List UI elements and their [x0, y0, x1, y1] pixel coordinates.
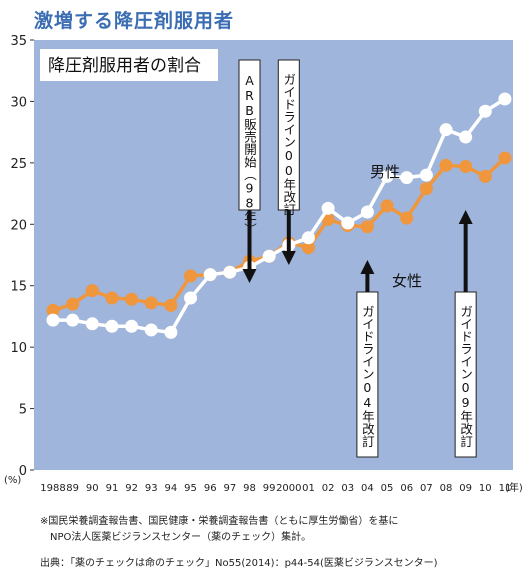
data-point: [85, 284, 99, 298]
data-point: [144, 323, 158, 337]
data-point: [380, 199, 394, 213]
data-point: [203, 268, 217, 282]
x-tick-label: 97: [223, 483, 236, 494]
y-tick-label: 15: [10, 280, 27, 295]
x-tick-label: 98: [243, 483, 256, 494]
x-tick-label: 07: [420, 483, 433, 494]
data-point: [498, 151, 512, 165]
data-point: [66, 297, 80, 311]
x-tick-label: 89: [66, 483, 79, 494]
x-tick-label: 02: [322, 483, 335, 494]
data-point: [301, 241, 315, 255]
data-point: [360, 220, 374, 234]
data-point: [184, 291, 198, 305]
x-tick-label: 06: [400, 483, 413, 494]
x-tick-label: 09: [459, 483, 472, 494]
data-point: [380, 169, 394, 183]
note-line-2: NPO法人医薬ビジランスセンター（薬のチェック）集計。: [50, 532, 312, 543]
x-tick-label: 08: [440, 483, 453, 494]
series-label-female: 女性: [392, 272, 422, 290]
data-point: [301, 231, 315, 245]
data-point: [459, 130, 473, 144]
annotation-label: ガイドライン09年改訂: [458, 305, 473, 448]
note-line-1: ※国民栄養調査報告書、国民健康・栄養調査報告書（ともに厚生労働省）を基に: [40, 516, 399, 527]
data-point: [46, 313, 60, 327]
x-tick-label: 95: [184, 483, 197, 494]
data-point: [360, 205, 374, 219]
notes: ※国民栄養調査報告書、国民健康・栄養調査報告書（ともに厚生労働省）を基に NPO…: [40, 514, 438, 572]
data-point: [105, 291, 119, 305]
data-point: [125, 292, 139, 306]
data-point: [46, 303, 60, 317]
x-tick-label: 92: [125, 483, 138, 494]
data-point: [164, 325, 178, 339]
annotation-label: ARB販売開始（98年）: [242, 73, 257, 236]
data-point: [321, 201, 335, 215]
annotation-arrow-head: [281, 251, 296, 265]
source-line: 出典：「薬のチェックは命のチェック」No55(2014)：p44-54(医薬ビジ…: [40, 558, 438, 569]
data-point: [498, 92, 512, 106]
y-tick-label: 35: [10, 34, 27, 49]
series-label-male: 男性: [370, 163, 400, 181]
data-point: [125, 319, 139, 333]
chart-title-box: [40, 49, 218, 81]
data-point: [419, 182, 433, 196]
x-tick-label: 99: [263, 483, 276, 494]
y-tick-label: 25: [10, 157, 27, 172]
annotation-label: ガイドライン04年改訂: [360, 305, 375, 448]
data-point: [262, 249, 276, 263]
x-tick-label: 04: [361, 483, 374, 494]
x-tick-label: 05: [381, 483, 394, 494]
headline: 激増する降圧剤服用者: [34, 10, 235, 32]
data-point: [223, 265, 237, 279]
x-tick-label: 03: [341, 483, 354, 494]
x-tick-label: 91: [106, 483, 119, 494]
data-point: [459, 160, 473, 174]
x-tick-label: 90: [86, 483, 99, 494]
x-tick-label: 96: [204, 483, 217, 494]
data-point: [66, 313, 80, 327]
annotation-label: ガイドライン00年改訂: [281, 73, 296, 216]
x-tick-label: 2000: [276, 483, 301, 494]
x-tick-label: 93: [145, 483, 158, 494]
y-tick-label: 5: [19, 403, 27, 418]
x-tick-label: 94: [165, 483, 178, 494]
data-point: [478, 104, 492, 118]
x-tick-label: 10: [479, 483, 492, 494]
y-tick-label: 0: [19, 464, 27, 479]
x-tick-label: 1988: [40, 483, 65, 494]
data-point: [105, 319, 119, 333]
data-point: [85, 317, 99, 331]
data-point: [341, 216, 355, 230]
data-point: [184, 269, 198, 283]
annotation-arrow-head: [360, 260, 375, 274]
x-tick-label: 01: [302, 483, 315, 494]
y-tick-label: 10: [10, 341, 27, 356]
chart-title: 降圧剤服用者の割合: [48, 56, 201, 76]
data-point: [144, 296, 158, 310]
data-point: [478, 169, 492, 183]
y-unit-label: (%): [4, 475, 21, 486]
data-point: [400, 211, 414, 225]
y-tick-label: 30: [10, 95, 27, 110]
annotation-arrow-head: [458, 210, 473, 224]
annotation-arrow-head: [242, 269, 257, 283]
data-point: [400, 171, 414, 185]
data-point: [164, 298, 178, 312]
data-point: [439, 158, 453, 172]
x-tick-label: 11: [499, 483, 512, 494]
y-tick-label: 20: [10, 218, 27, 233]
x-unit-label: (年): [505, 481, 523, 494]
data-point: [419, 168, 433, 182]
data-point: [439, 123, 453, 137]
